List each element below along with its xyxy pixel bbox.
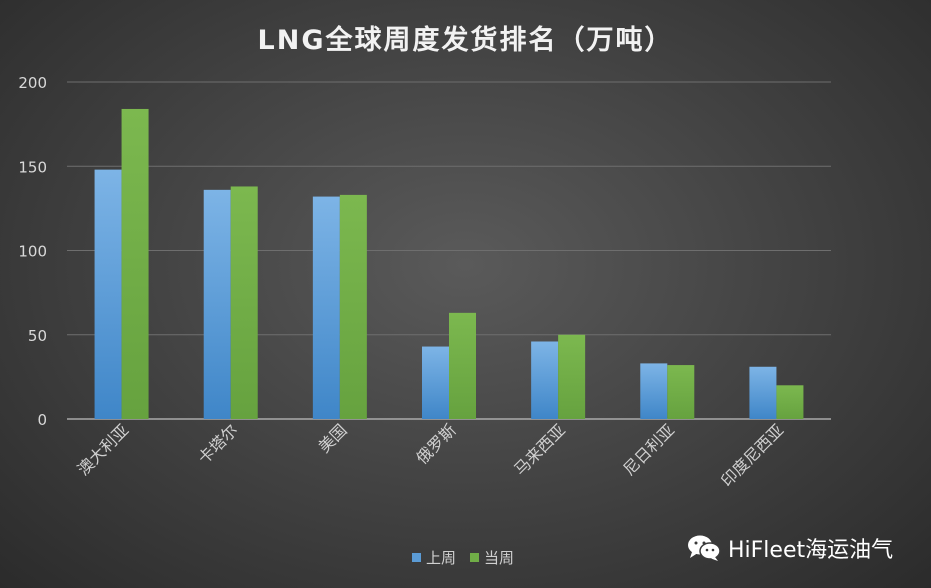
legend-item-series-2: 当周 — [470, 547, 514, 568]
bar-2-1 — [121, 108, 149, 420]
legend-swatch-series-2 — [470, 553, 480, 562]
legend: 上周 当周 — [412, 547, 514, 568]
x-tick-label: 马来西亚 — [510, 420, 569, 479]
bar-1-2 — [203, 189, 231, 419]
x-axis-ticks: 澳大利亚 卡塔尔 美国 俄罗斯 马来西亚 尼日利亚 印度尼西亚 — [74, 420, 788, 490]
x-tick-label: 尼日利亚 — [619, 420, 678, 479]
bar-1-6 — [640, 363, 668, 419]
watermark-text: HiFleet海运油气 — [728, 538, 894, 563]
bar-2-4 — [449, 312, 476, 419]
legend-label-series-2: 当周 — [484, 549, 515, 567]
bar-2-2 — [230, 186, 258, 419]
y-tick-label: 50 — [28, 327, 47, 345]
y-tick-label: 150 — [18, 158, 47, 176]
bar-2-3 — [339, 194, 367, 419]
x-tick-label: 俄罗斯 — [412, 420, 459, 467]
bar-1-7 — [749, 366, 777, 419]
chart-title: LNG全球周度发货排名（万吨） — [257, 25, 674, 56]
bars — [94, 108, 804, 420]
bar-2-6 — [667, 365, 695, 419]
bar-1-4 — [422, 346, 449, 419]
bar-2-7 — [776, 385, 804, 419]
bar-1-3 — [312, 196, 340, 419]
y-tick-label: 100 — [18, 243, 47, 261]
y-axis-ticks: 0 50 100 150 200 — [18, 74, 47, 429]
x-tick-label: 澳大利亚 — [74, 420, 133, 479]
bar-1-5 — [531, 341, 559, 419]
legend-label-series-1: 上周 — [426, 549, 457, 567]
x-tick-label: 印度尼西亚 — [717, 420, 787, 490]
bar-2-5 — [558, 334, 586, 419]
x-tick-label: 美国 — [315, 420, 351, 456]
x-tick-label: 卡塔尔 — [194, 420, 241, 467]
legend-item-series-1: 上周 — [412, 547, 456, 568]
y-tick-label: 200 — [18, 74, 47, 92]
legend-swatch-series-1 — [412, 553, 421, 562]
watermark: HiFleet海运油气 — [686, 532, 893, 564]
y-tick-label: 0 — [37, 411, 47, 429]
wechat-icon — [688, 535, 721, 561]
bar-1-1 — [94, 169, 122, 419]
